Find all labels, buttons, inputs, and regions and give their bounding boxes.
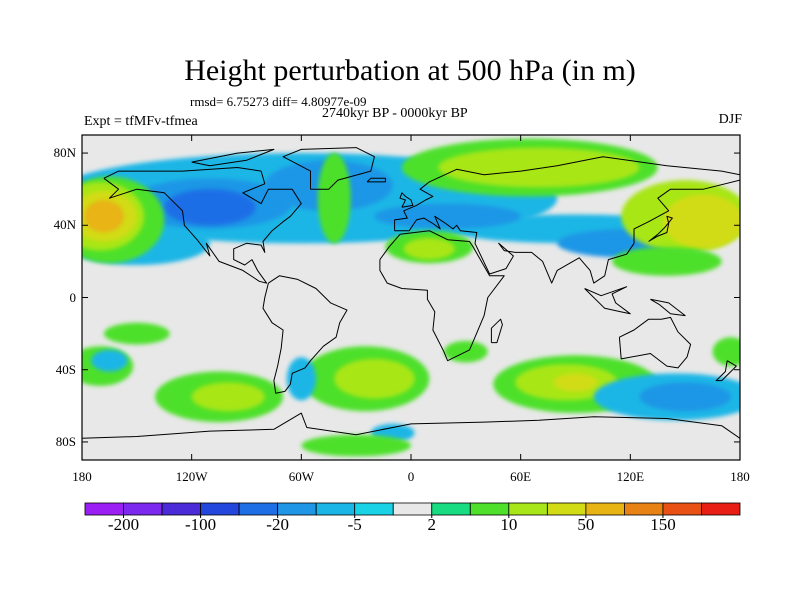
lat-label: 80N <box>53 145 76 161</box>
axis-ticks <box>81 135 741 460</box>
colorbar-label: -20 <box>266 515 289 534</box>
colorbar-swatch <box>238 502 279 516</box>
anomaly-contour-19 <box>612 246 722 276</box>
lat-label: 40N <box>53 217 76 233</box>
coastline-new-zealand <box>715 360 737 382</box>
lon-label: 180 <box>730 469 750 484</box>
coastline-africa <box>379 230 505 362</box>
anomaly-contour-6 <box>374 203 521 229</box>
lon-label: 180 <box>72 469 92 484</box>
coastline-greenland <box>282 147 375 190</box>
lon-label: 120W <box>175 469 208 484</box>
anomaly-contour-25 <box>334 358 415 399</box>
anomaly-contour-28 <box>553 373 598 392</box>
colorbar-swatch <box>123 502 163 516</box>
coastline-antarctica <box>82 412 740 439</box>
anomaly-field <box>82 135 740 460</box>
colorbar-swatch <box>662 502 702 516</box>
coastline-eurasia <box>394 156 740 284</box>
lon-label: 0 <box>407 469 415 484</box>
anomaly-contour-30 <box>639 382 731 412</box>
coastlines <box>82 147 740 439</box>
colorbar-swatch <box>624 502 664 516</box>
coastline-japan <box>648 215 673 242</box>
anomaly-contour-21 <box>91 349 128 372</box>
colorbar-label: 10 <box>500 515 518 534</box>
lon-label: 60W <box>288 469 314 484</box>
anomaly-contour-18 <box>403 237 455 260</box>
anomaly-contour-11 <box>83 200 125 233</box>
colorbar-swatch <box>431 502 471 516</box>
colorbar-swatch <box>546 502 587 516</box>
colorbar-label: -200 <box>107 515 140 534</box>
lat-label: 40S <box>55 361 76 377</box>
coastline-south-america <box>262 275 348 394</box>
colorbar-swatch <box>469 502 510 516</box>
anomaly-contour-13 <box>438 147 640 188</box>
coastline-arctic-islands <box>191 148 275 167</box>
anomaly-contour-31 <box>712 337 740 367</box>
season-label: DJF <box>718 112 742 127</box>
anomaly-contours <box>82 138 740 457</box>
stats-line: rmsd= 6.75273 diff= 4.80977e-09 <box>190 94 367 109</box>
coastline-north-america <box>103 167 302 284</box>
colorbar-swatch <box>392 502 433 516</box>
colorbar <box>84 502 741 518</box>
period-label: 2740kyr BP - 0000kyr BP <box>322 106 468 121</box>
coastline-uk <box>399 192 414 208</box>
coastline-indonesia <box>584 286 631 315</box>
coastline-madagascar <box>490 318 503 344</box>
coastline-iceland <box>366 177 386 183</box>
colorbar-swatch <box>315 502 356 516</box>
lat-label: 80S <box>55 433 76 449</box>
colorbar-swatch <box>277 502 317 516</box>
experiment-label: Expt = tfMFv-tfmea <box>84 114 198 129</box>
anomaly-contour-5 <box>164 189 256 226</box>
colorbar-label: 150 <box>650 515 676 534</box>
colorbar-swatch <box>354 502 394 516</box>
colorbar-label: -5 <box>347 515 362 534</box>
colorbar-swatch <box>701 502 741 516</box>
colorbar-swatch <box>161 502 201 516</box>
colorbar-swatch <box>200 502 240 516</box>
anomaly-contour-33 <box>103 322 170 345</box>
anomaly-contour-16 <box>317 153 351 244</box>
coastline-new-guinea <box>650 298 686 317</box>
colorbar-label: 50 <box>577 515 595 534</box>
anomaly-contour-23 <box>191 382 265 412</box>
anomaly-contour-32 <box>286 357 316 401</box>
colorbar-label: 2 <box>427 515 437 534</box>
coastline-australia <box>618 316 692 369</box>
anomaly-contour-15 <box>663 194 740 249</box>
anomaly-contour-36 <box>301 434 411 457</box>
colorbar-label: -100 <box>184 515 217 534</box>
lon-label: 120E <box>616 469 645 484</box>
lat-label: 0 <box>69 289 77 305</box>
colorbar-swatch <box>508 502 548 516</box>
lon-label: 60E <box>510 469 532 484</box>
map-title: Height perturbation at 500 hPa (in m) <box>184 54 636 87</box>
colorbar-swatch <box>84 502 124 516</box>
colorbar-swatch <box>585 502 625 516</box>
